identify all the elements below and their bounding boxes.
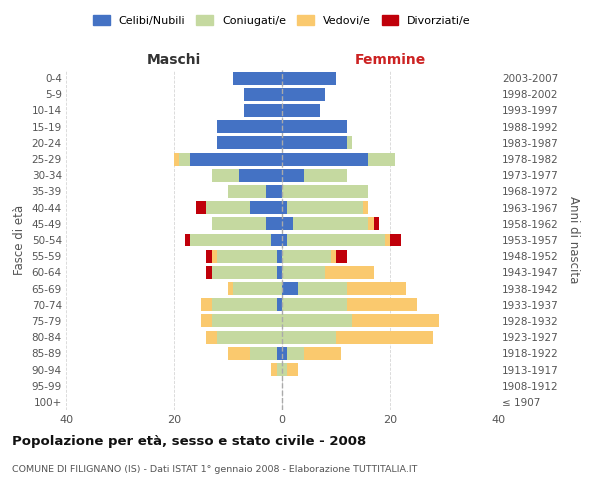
Bar bbox=[282, 282, 298, 295]
Bar bbox=[206, 201, 250, 214]
Bar bbox=[212, 250, 217, 262]
Bar bbox=[217, 136, 282, 149]
Bar bbox=[271, 234, 282, 246]
Bar bbox=[228, 185, 266, 198]
Bar bbox=[282, 72, 336, 85]
Bar bbox=[244, 104, 282, 117]
Bar bbox=[298, 282, 347, 295]
Bar bbox=[277, 298, 282, 311]
Bar bbox=[217, 250, 277, 262]
Bar bbox=[363, 201, 368, 214]
Bar bbox=[217, 330, 282, 344]
Bar bbox=[244, 88, 282, 101]
Bar bbox=[282, 298, 347, 311]
Bar bbox=[250, 347, 277, 360]
Bar bbox=[250, 201, 282, 214]
Bar bbox=[336, 330, 433, 344]
Bar bbox=[287, 363, 298, 376]
Bar bbox=[282, 104, 320, 117]
Bar bbox=[266, 218, 282, 230]
Bar bbox=[282, 136, 347, 149]
Bar bbox=[277, 266, 282, 279]
Bar bbox=[185, 234, 190, 246]
Bar bbox=[282, 152, 368, 166]
Bar bbox=[212, 266, 277, 279]
Bar bbox=[282, 201, 287, 214]
Bar bbox=[174, 152, 179, 166]
Bar bbox=[368, 218, 374, 230]
Bar bbox=[282, 266, 325, 279]
Bar bbox=[282, 169, 304, 181]
Bar bbox=[325, 266, 374, 279]
Bar bbox=[277, 363, 282, 376]
Bar bbox=[179, 152, 190, 166]
Bar bbox=[390, 234, 401, 246]
Bar bbox=[336, 250, 347, 262]
Bar bbox=[228, 282, 233, 295]
Bar bbox=[331, 250, 336, 262]
Bar bbox=[190, 152, 282, 166]
Bar bbox=[282, 120, 347, 133]
Bar bbox=[277, 347, 282, 360]
Bar bbox=[233, 72, 282, 85]
Bar bbox=[385, 234, 390, 246]
Legend: Celibi/Nubili, Coniugati/e, Vedovi/e, Divorziati/e: Celibi/Nubili, Coniugati/e, Vedovi/e, Di… bbox=[89, 10, 475, 30]
Bar bbox=[374, 218, 379, 230]
Bar bbox=[201, 314, 212, 328]
Text: Popolazione per età, sesso e stato civile - 2008: Popolazione per età, sesso e stato civil… bbox=[12, 435, 366, 448]
Text: Femmine: Femmine bbox=[355, 53, 425, 67]
Bar bbox=[212, 314, 282, 328]
Y-axis label: Fasce di età: Fasce di età bbox=[13, 205, 26, 275]
Bar bbox=[282, 347, 287, 360]
Bar bbox=[282, 363, 287, 376]
Bar bbox=[282, 250, 331, 262]
Bar bbox=[271, 363, 277, 376]
Bar bbox=[212, 169, 239, 181]
Bar bbox=[304, 169, 347, 181]
Y-axis label: Anni di nascita: Anni di nascita bbox=[567, 196, 580, 284]
Bar bbox=[368, 152, 395, 166]
Bar bbox=[190, 234, 271, 246]
Bar bbox=[347, 298, 417, 311]
Bar bbox=[347, 136, 352, 149]
Bar bbox=[233, 282, 282, 295]
Bar bbox=[206, 266, 212, 279]
Bar bbox=[287, 234, 385, 246]
Bar bbox=[282, 185, 368, 198]
Bar bbox=[347, 282, 406, 295]
Text: Maschi: Maschi bbox=[147, 53, 201, 67]
Bar bbox=[282, 314, 352, 328]
Bar bbox=[228, 347, 250, 360]
Bar bbox=[239, 169, 282, 181]
Bar bbox=[304, 347, 341, 360]
Bar bbox=[282, 234, 287, 246]
Bar bbox=[282, 88, 325, 101]
Bar bbox=[282, 330, 336, 344]
Bar bbox=[277, 250, 282, 262]
Bar bbox=[293, 218, 368, 230]
Bar bbox=[287, 347, 304, 360]
Bar bbox=[282, 218, 293, 230]
Bar bbox=[217, 120, 282, 133]
Bar bbox=[206, 330, 217, 344]
Bar bbox=[212, 298, 277, 311]
Bar bbox=[352, 314, 439, 328]
Bar bbox=[201, 298, 212, 311]
Bar bbox=[287, 201, 363, 214]
Bar bbox=[212, 218, 266, 230]
Bar bbox=[266, 185, 282, 198]
Bar bbox=[206, 250, 212, 262]
Text: COMUNE DI FILIGNANO (IS) - Dati ISTAT 1° gennaio 2008 - Elaborazione TUTTITALIA.: COMUNE DI FILIGNANO (IS) - Dati ISTAT 1°… bbox=[12, 465, 418, 474]
Bar bbox=[196, 201, 206, 214]
